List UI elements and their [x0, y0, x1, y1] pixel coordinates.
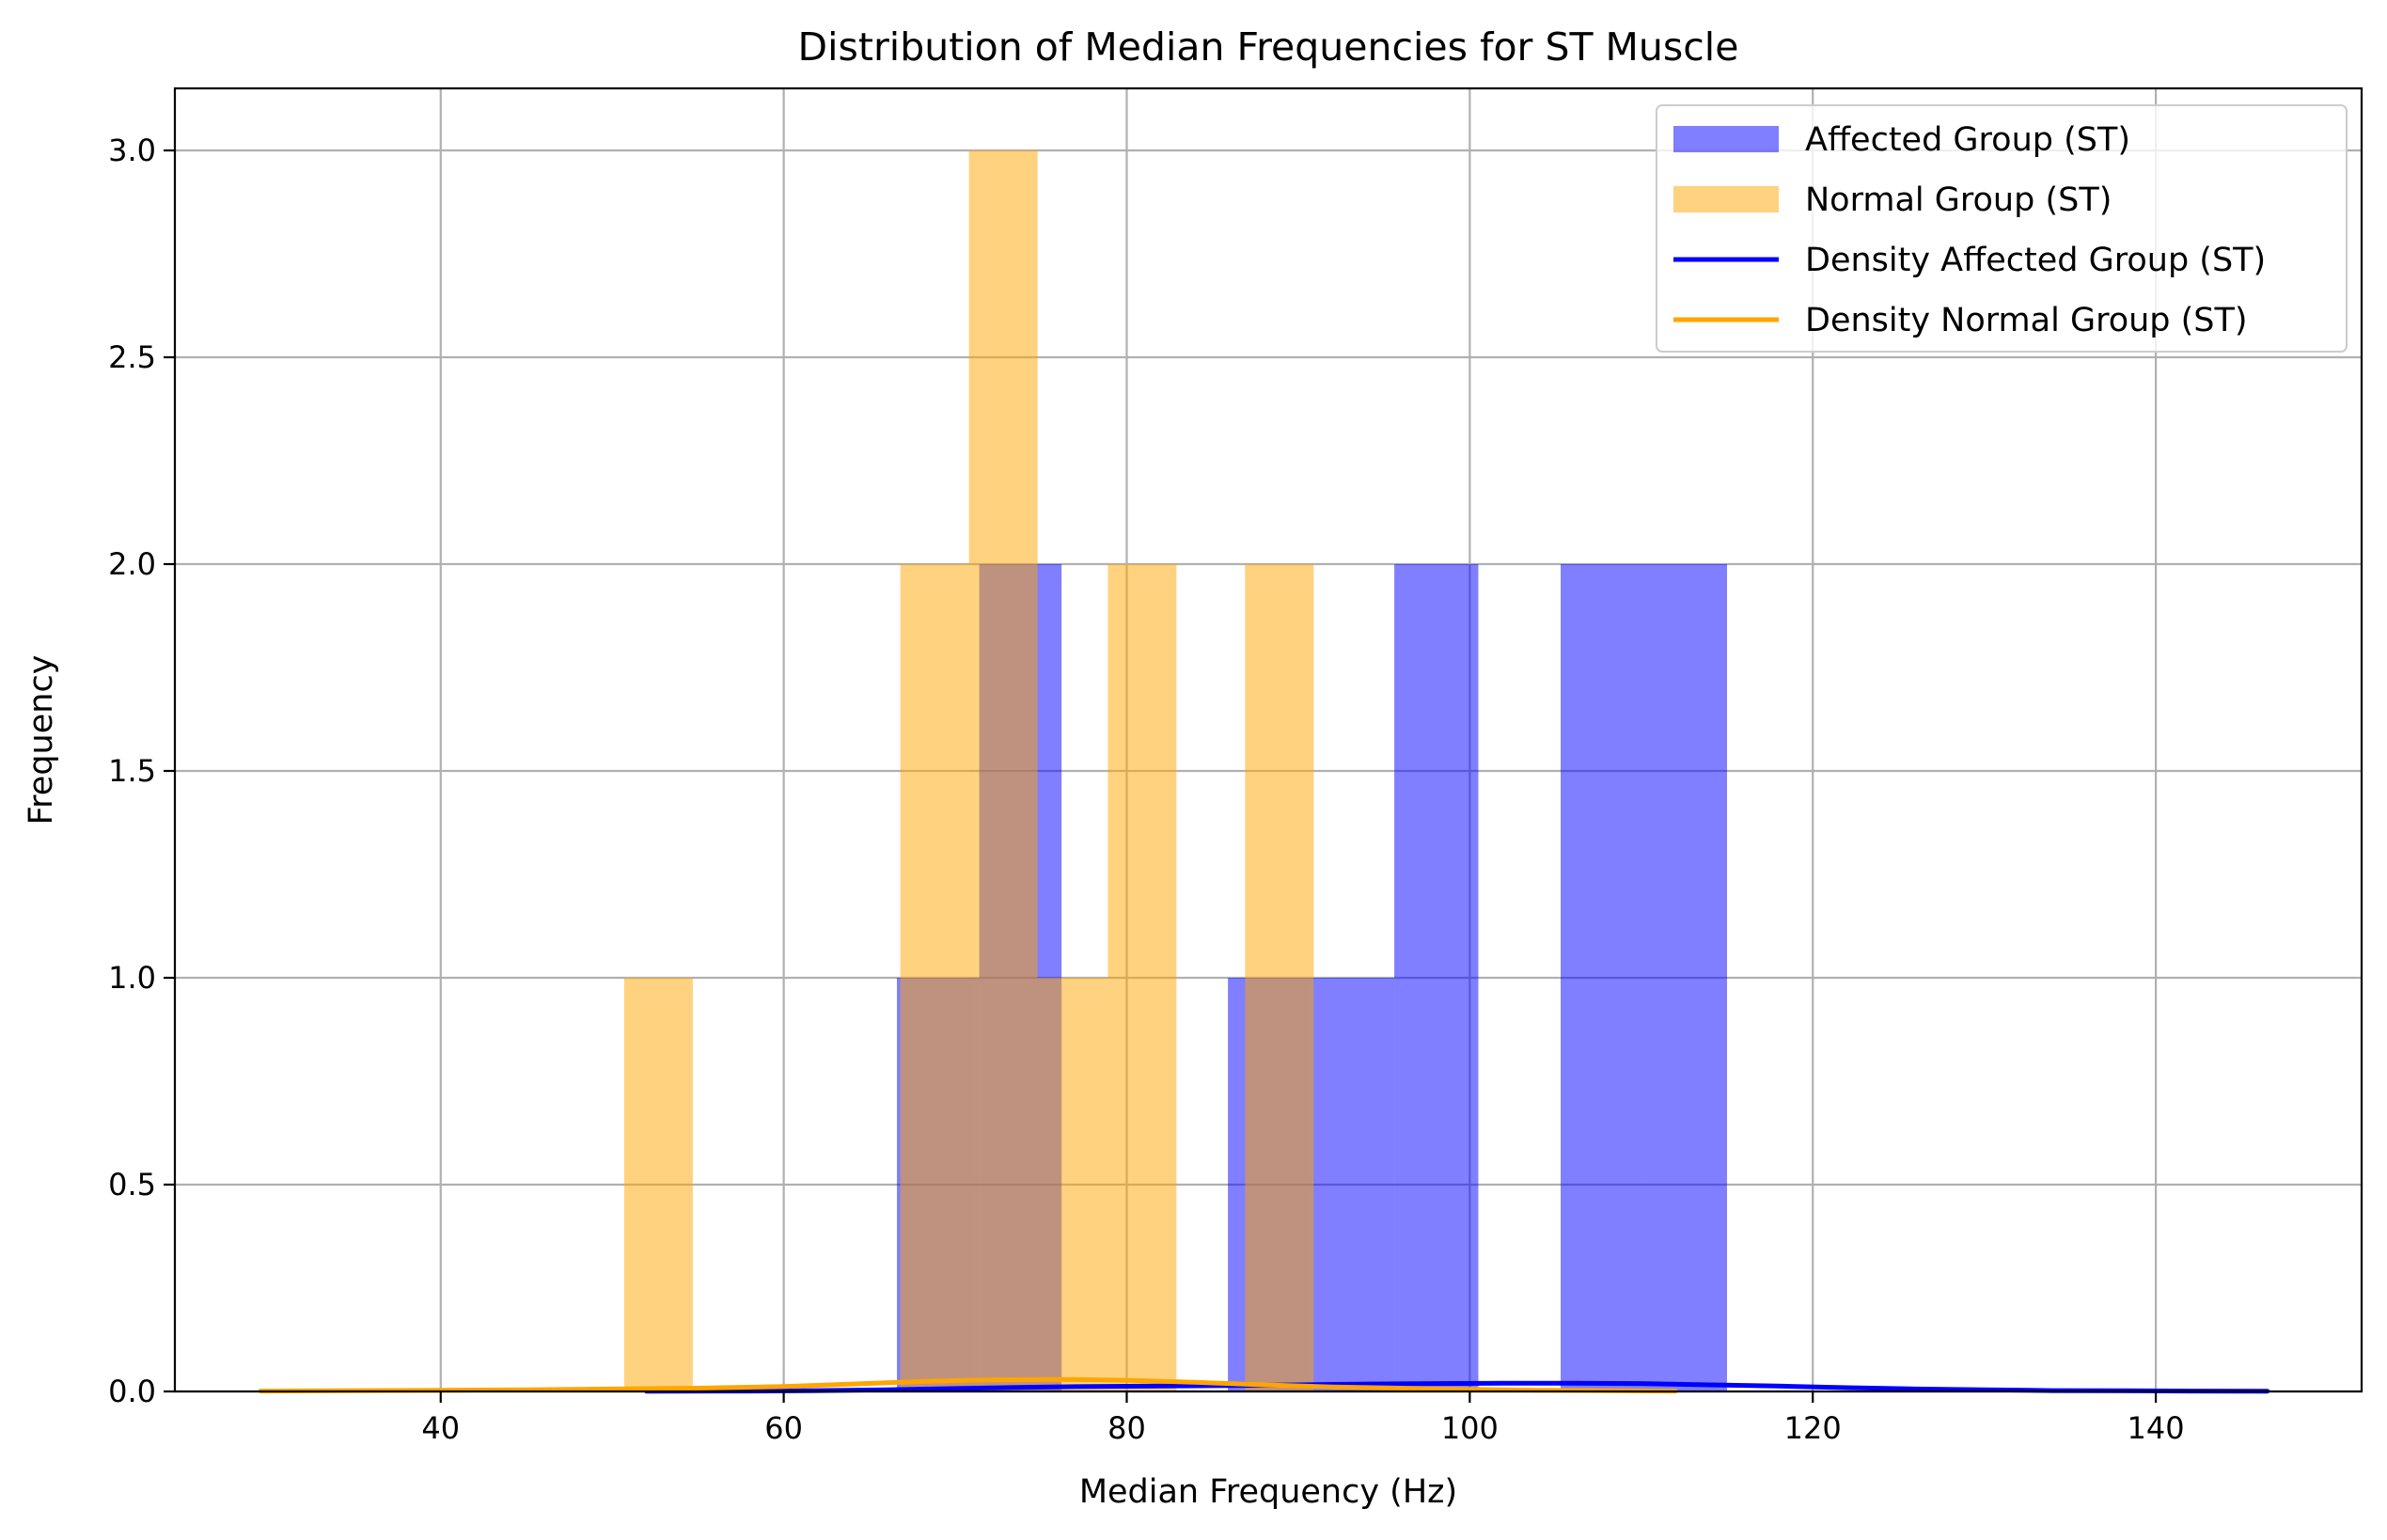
- histogram-bar: [968, 150, 1038, 1391]
- histogram-bar: [623, 978, 693, 1391]
- legend-label: Density Normal Group (ST): [1805, 302, 2248, 339]
- y-tick-label: 0.5: [108, 1167, 156, 1202]
- legend: Affected Group (ST) Normal Group (ST) Dens…: [1656, 104, 2348, 353]
- legend-label: Normal Group (ST): [1805, 181, 2112, 219]
- histogram-bar: [900, 564, 969, 1391]
- legend-label: Density Affected Group (ST): [1805, 242, 2266, 279]
- histogram-bar: [1311, 978, 1395, 1391]
- histogram-bar: [1561, 564, 1645, 1391]
- y-tick-label: 2.5: [108, 339, 156, 375]
- y-tick-label: 2.0: [108, 546, 156, 582]
- histogram-bar: [1394, 564, 1479, 1391]
- plot-frame: [173, 86, 2363, 1393]
- density-lines: [258, 1376, 2270, 1394]
- histogram-bar: [1644, 564, 1728, 1391]
- y-axis-label: Frequency: [23, 655, 60, 825]
- legend-box: [1656, 104, 2348, 353]
- histogram-bar: [1107, 564, 1177, 1391]
- legend-swatch: [1673, 186, 1779, 212]
- legend-label: Affected Group (ST): [1805, 121, 2130, 159]
- axis-ticks: 40 60 80 100 120 140 0.0 0.5 1.0 1.5 2.0 2.5 3.0: [108, 133, 2185, 1446]
- density-line: [644, 1380, 2270, 1394]
- y-tick-label: 1.5: [108, 753, 156, 789]
- y-tick-label: 1.0: [108, 960, 156, 996]
- legend-swatch: [1673, 126, 1779, 152]
- x-axis-label: Median Frequency (Hz): [1079, 1473, 1457, 1511]
- histogram-bars: [623, 150, 1728, 1391]
- x-tick-label: 80: [1107, 1410, 1146, 1446]
- density-line: [258, 1376, 1678, 1394]
- x-tick-label: 40: [421, 1410, 460, 1446]
- histogram-bar: [1037, 978, 1108, 1391]
- y-tick-label: 0.0: [108, 1374, 156, 1409]
- x-tick-label: 60: [764, 1410, 803, 1446]
- x-tick-label: 120: [1784, 1410, 1842, 1446]
- y-tick-label: 3.0: [108, 133, 156, 168]
- x-tick-label: 100: [1441, 1410, 1499, 1446]
- x-tick-label: 140: [2128, 1410, 2185, 1446]
- chart-title: Distribution of Median Frequencies for S…: [798, 24, 1739, 70]
- histogram-bar: [1245, 564, 1314, 1391]
